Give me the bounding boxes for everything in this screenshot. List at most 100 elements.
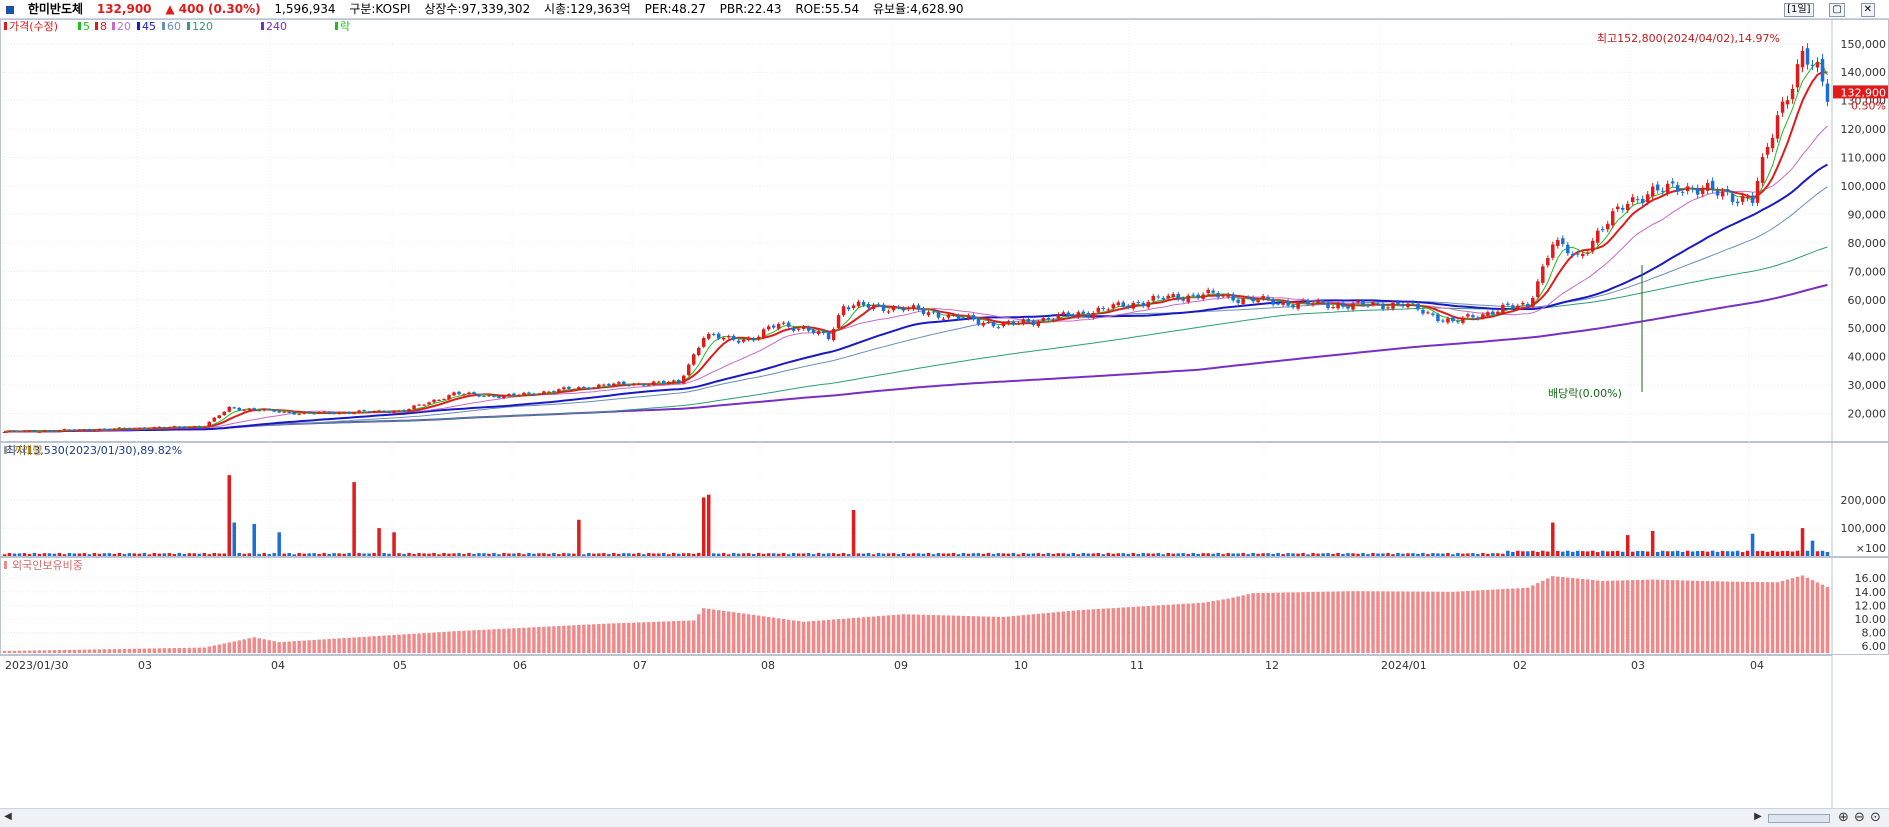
- candle: [387, 411, 391, 413]
- candle: [22, 430, 27, 432]
- candle: [297, 413, 301, 415]
- candle: [217, 415, 222, 419]
- volume-bar: [1516, 550, 1520, 556]
- candle: [1051, 319, 1056, 321]
- candle: [786, 322, 791, 327]
- candle: [701, 338, 706, 347]
- foreign-bar: [931, 615, 936, 653]
- foreign-bar: [1056, 611, 1061, 653]
- candle: [57, 430, 62, 432]
- volume-bar: [1241, 553, 1245, 556]
- volume-bar: [701, 497, 706, 556]
- candle: [1196, 294, 1200, 298]
- foreign-bar: [67, 649, 72, 653]
- stock-name[interactable]: 한미반도체: [27, 2, 84, 16]
- candle: [1710, 180, 1715, 190]
- foreign-bar: [437, 632, 441, 653]
- candle: [157, 426, 162, 428]
- candle: [1341, 303, 1345, 307]
- foreign-bar: [1316, 591, 1320, 653]
- foreign-bar: [1760, 582, 1765, 653]
- foreign-bar: [1111, 608, 1116, 653]
- volume-bar: [1306, 554, 1310, 556]
- volume-bar: [1541, 550, 1545, 556]
- legend-label: 락: [340, 20, 350, 33]
- candle: [1036, 321, 1041, 327]
- candle: [47, 430, 52, 432]
- legend-label: 60: [167, 20, 181, 33]
- candle: [447, 395, 451, 400]
- foreign-bar: [921, 614, 926, 653]
- close-icon[interactable]: ✕: [1860, 2, 1875, 17]
- foreign-bar: [117, 649, 122, 653]
- candle: [801, 326, 806, 329]
- volume-bar: [736, 553, 741, 556]
- foreign-bar: [1336, 591, 1340, 653]
- foreign-bar: [1331, 591, 1335, 653]
- foreign-tick-label: 14.00: [1855, 586, 1887, 599]
- scroll-thumb[interactable]: [1768, 814, 1830, 823]
- volume-bar: [487, 553, 491, 556]
- volume-bar: [831, 553, 836, 556]
- foreign-bar: [1486, 589, 1490, 653]
- zoom-out-icon[interactable]: ⊖: [1854, 810, 1865, 825]
- volume-bar: [1101, 554, 1106, 556]
- foreign-bar: [287, 641, 291, 653]
- volume-bar: [612, 552, 616, 556]
- volume-bar: [107, 553, 112, 556]
- candle: [82, 429, 87, 431]
- scroll-left-icon[interactable]: ◀: [4, 811, 12, 822]
- candle: [916, 305, 921, 310]
- volume-bar: [1800, 528, 1805, 556]
- foreign-bar: [721, 610, 726, 653]
- legend-label: 45: [142, 20, 156, 33]
- volume-tick-label: 200,000: [1841, 494, 1887, 507]
- volume-bar: [537, 553, 541, 556]
- foreign-bar: [1516, 588, 1520, 653]
- candle: [492, 395, 496, 397]
- foreign-bar: [152, 648, 157, 653]
- scroll-right-icon[interactable]: ▶: [1754, 811, 1762, 822]
- volume-bar: [137, 553, 142, 556]
- volume-bar: [437, 554, 441, 556]
- volume-bar: [307, 553, 311, 556]
- zoom-reset-icon[interactable]: ⊙: [1870, 810, 1881, 825]
- volume-bar: [22, 553, 27, 556]
- foreign-bar: [1720, 581, 1725, 653]
- foreign-bar: [1645, 579, 1650, 653]
- candle: [1476, 317, 1480, 319]
- chart-scrollbar[interactable]: ◀ ▶ ⊕ ⊖ ⊙: [0, 808, 1889, 827]
- foreign-bar: [1226, 598, 1230, 653]
- zoom-in-icon[interactable]: ⊕: [1838, 810, 1849, 825]
- price-change: ▲ 400 (0.30%): [165, 2, 261, 16]
- candle: [667, 381, 671, 384]
- foreign-bar: [1491, 589, 1495, 653]
- foreign-bar: [916, 614, 921, 653]
- candle: [1466, 314, 1470, 317]
- volume-bar: [1136, 554, 1141, 556]
- foreign-bar: [1271, 592, 1275, 653]
- legend-label: 120: [192, 20, 213, 33]
- candle: [537, 393, 541, 395]
- candle: [1361, 301, 1365, 305]
- candle: [1271, 299, 1275, 305]
- month-label: 07: [633, 659, 647, 672]
- candle: [622, 381, 626, 385]
- foreign-bar: [736, 612, 741, 653]
- volume-bar: [1161, 554, 1165, 556]
- volume-bar: [1116, 553, 1121, 556]
- volume-bar: [317, 554, 321, 556]
- foreign-bar: [1076, 610, 1081, 653]
- candle: [941, 318, 946, 320]
- period-button[interactable]: [1일]: [1784, 2, 1814, 17]
- volume-bar: [1071, 552, 1076, 556]
- volume-bar: [1620, 551, 1625, 556]
- foreign-bar: [1685, 580, 1690, 653]
- volume-bar: [1780, 550, 1785, 556]
- candle: [302, 412, 306, 414]
- restore-icon[interactable]: ▢: [1829, 2, 1845, 17]
- legend-swatch: [335, 22, 338, 30]
- candle: [232, 407, 236, 409]
- foreign-bar: [282, 641, 286, 653]
- foreign-bar: [1591, 579, 1595, 653]
